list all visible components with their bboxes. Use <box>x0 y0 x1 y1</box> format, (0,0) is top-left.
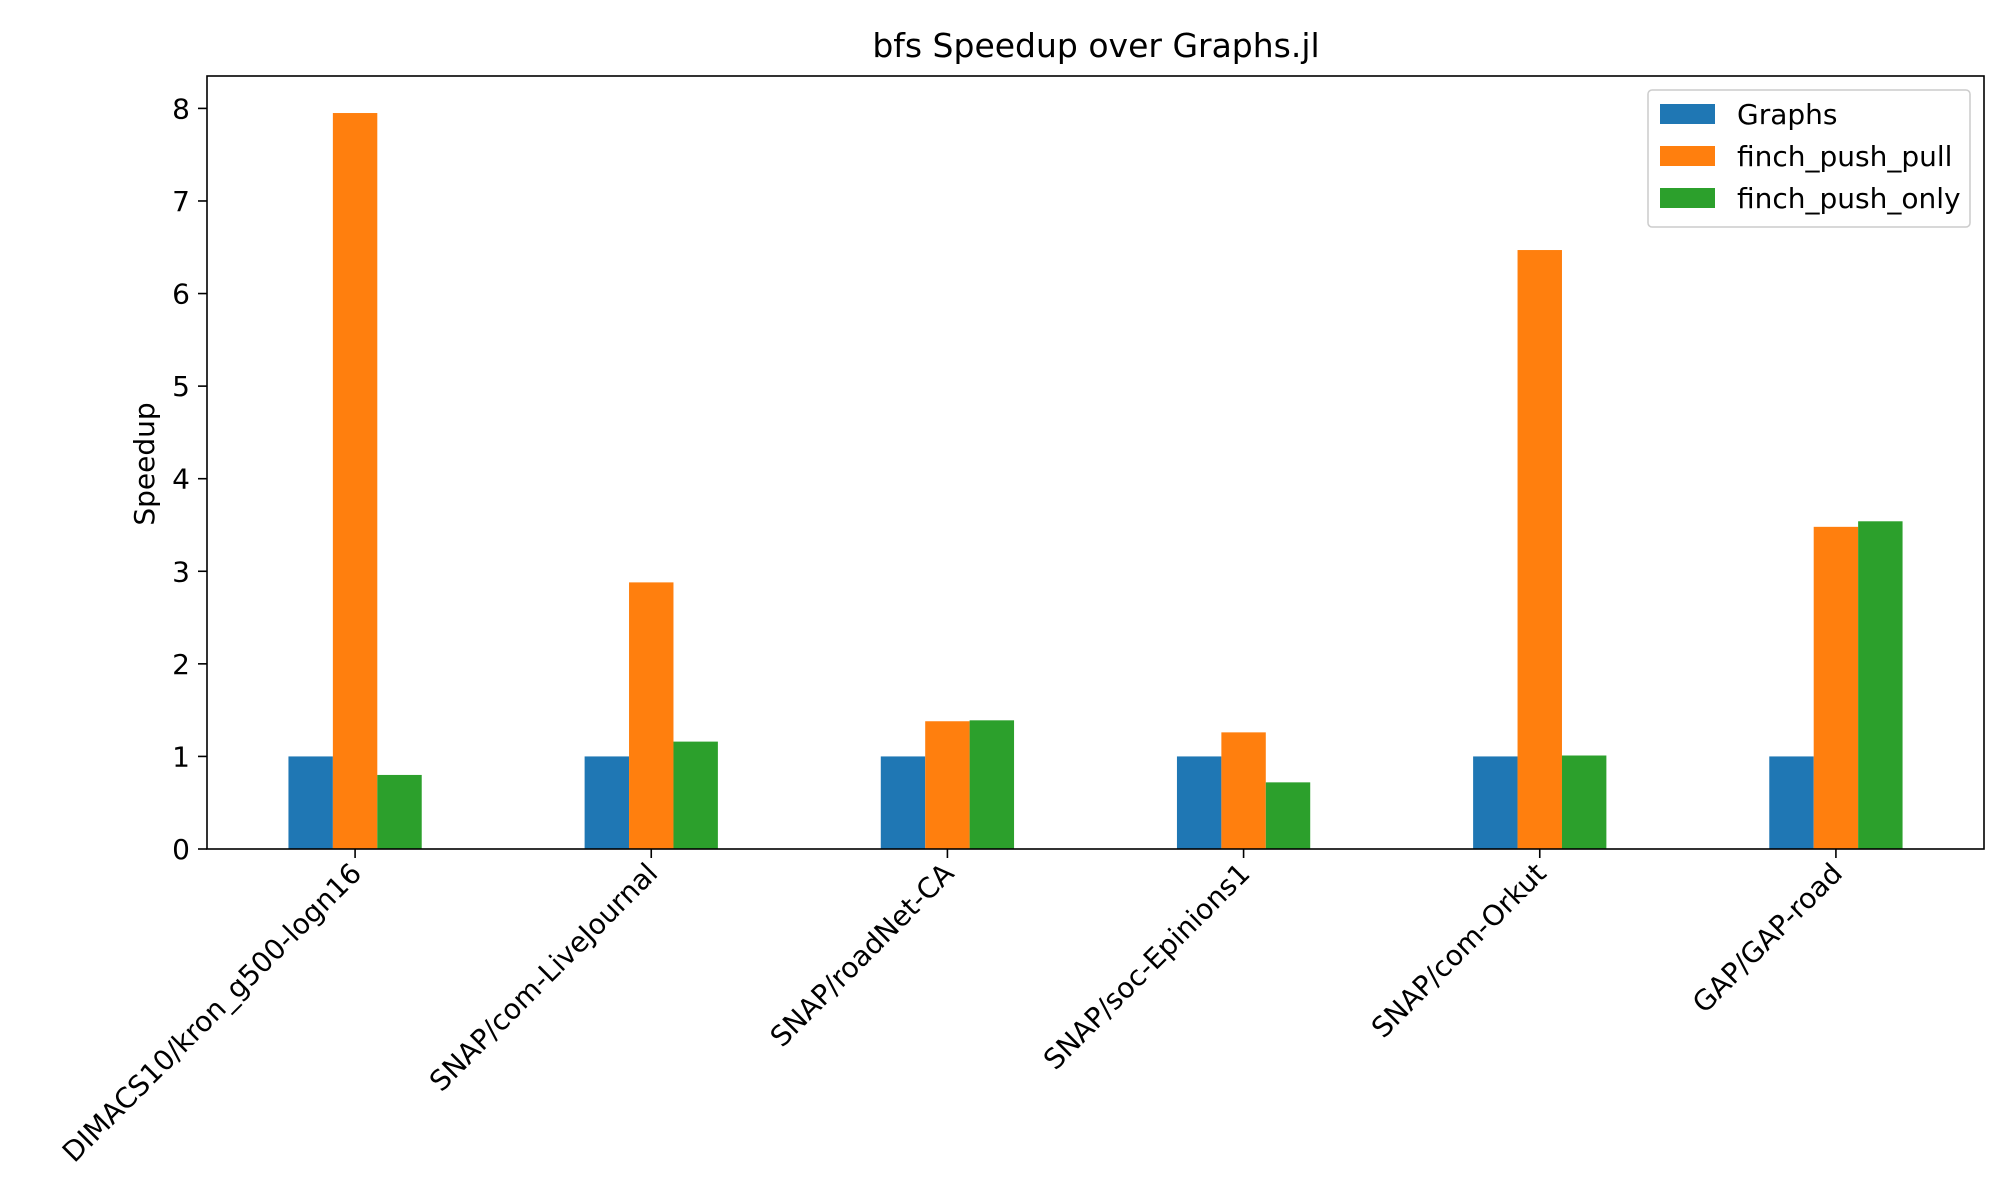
bar-1-1 <box>629 582 674 849</box>
bar-2-3 <box>1265 782 1311 849</box>
bar-0-3 <box>1176 756 1222 849</box>
y-tick-label-0: 0 <box>172 833 190 866</box>
bar-0-1 <box>584 756 630 849</box>
y-tick-label-1: 1 <box>172 740 190 773</box>
bar-0-0 <box>288 756 333 849</box>
legend-frame <box>1647 89 1971 228</box>
bar-0-2 <box>880 756 926 849</box>
x-tick-label-2: SNAP/roadNet-CA <box>764 857 961 1054</box>
x-tick-label-0: DIMACS10/kron_g500-logn16 <box>56 857 368 1169</box>
legend-label-0: Graphs <box>1737 98 1837 131</box>
bar-2-0 <box>377 774 422 849</box>
plot-frame <box>206 75 1985 850</box>
bar-2-1 <box>673 741 718 849</box>
bar-1-5 <box>1813 526 1859 849</box>
y-tick-label-6: 6 <box>172 278 190 311</box>
legend-label-1: finch_push_pull <box>1737 140 1952 173</box>
legend-swatch-0 <box>1660 104 1715 124</box>
chart-title: bfs Speedup over Graphs.jl <box>872 26 1319 65</box>
y-tick-label-8: 8 <box>172 92 190 125</box>
y-tick-label-2: 2 <box>172 648 190 681</box>
x-tick-label-1: SNAP/com-LiveJournal <box>423 857 664 1098</box>
bar-2-4 <box>1561 755 1607 849</box>
bar-1-0 <box>332 113 378 849</box>
y-tick-label-7: 7 <box>172 185 190 218</box>
x-tick-label-3: SNAP/soc-Epinions1 <box>1037 857 1257 1077</box>
bar-1-2 <box>925 721 970 849</box>
bar-2-5 <box>1858 521 1903 849</box>
bar-2-2 <box>969 720 1015 849</box>
bar-1-3 <box>1221 732 1266 849</box>
x-tick-label-5: GAP/GAP-road <box>1686 857 1849 1020</box>
y-tick-label-4: 4 <box>172 463 190 496</box>
y-axis-label: Speedup <box>128 402 161 525</box>
bar-1-4 <box>1517 250 1562 850</box>
y-tick-label-3: 3 <box>172 555 190 588</box>
legend-swatch-2 <box>1660 188 1715 208</box>
legend-label-2: finch_push_only <box>1737 182 1961 215</box>
y-tick-label-5: 5 <box>172 370 190 403</box>
x-tick-label-4: SNAP/com-Orkut <box>1365 857 1553 1045</box>
legend: Graphs finch_push_pull finch_push_only <box>1647 89 1971 228</box>
bar-0-4 <box>1473 756 1518 849</box>
legend-swatch-1 <box>1660 146 1715 166</box>
bar-0-5 <box>1769 756 1814 849</box>
